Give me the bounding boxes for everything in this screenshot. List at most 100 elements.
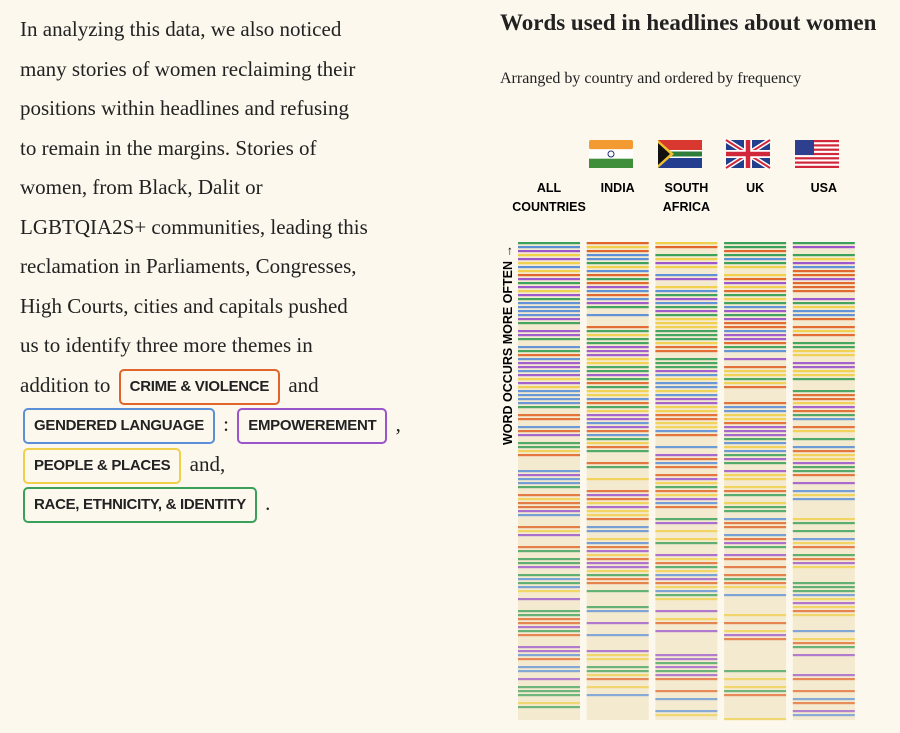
word-stripe xyxy=(792,490,855,493)
word-stripe xyxy=(518,574,580,577)
word-stripe xyxy=(586,694,649,697)
word-stripe xyxy=(792,482,855,485)
word-stripe xyxy=(792,498,855,501)
word-stripe xyxy=(655,618,718,621)
column-background xyxy=(724,242,787,720)
word-stripe xyxy=(586,538,649,541)
word-stripe xyxy=(792,278,855,281)
theme-tag: CRIME & VIOLENCE xyxy=(118,368,281,405)
word-stripe xyxy=(586,498,649,501)
word-stripe xyxy=(655,690,718,693)
word-stripe xyxy=(792,630,855,633)
word-stripe xyxy=(655,266,718,269)
word-stripe xyxy=(586,578,649,581)
word-stripe xyxy=(586,274,649,277)
word-stripe xyxy=(792,330,855,333)
word-stripe xyxy=(724,574,787,577)
word-stripe xyxy=(655,350,718,353)
word-stripe xyxy=(586,494,649,497)
word-stripe xyxy=(792,374,855,377)
word-stripe xyxy=(655,258,718,261)
word-stripe xyxy=(655,390,718,393)
article-text: In analyzing this data, we also noticed m… xyxy=(20,10,480,524)
word-stripe xyxy=(655,302,718,305)
word-stripe xyxy=(518,578,580,581)
word-stripe xyxy=(586,530,649,533)
word-stripe xyxy=(586,434,649,437)
word-stripe xyxy=(792,286,855,289)
word-stripe xyxy=(518,374,580,377)
word-stripe xyxy=(655,670,718,673)
word-stripe xyxy=(724,242,787,245)
word-stripe xyxy=(792,494,855,497)
word-stripe xyxy=(724,470,787,473)
word-stripe xyxy=(792,710,855,713)
word-stripe xyxy=(724,494,787,497)
word-stripe xyxy=(518,322,580,325)
word-stripe xyxy=(518,494,580,497)
word-stripe xyxy=(655,422,718,425)
word-stripe xyxy=(586,430,649,433)
word-stripe xyxy=(586,650,649,653)
word-stripe xyxy=(792,466,855,469)
word-stripe xyxy=(724,434,787,437)
word-stripe xyxy=(655,254,718,257)
word-stripe xyxy=(586,562,649,565)
word-stripe xyxy=(586,422,649,425)
word-stripe xyxy=(518,366,580,369)
word-stripe xyxy=(655,714,718,717)
word-stripe xyxy=(724,486,787,489)
word-stripe xyxy=(518,290,580,293)
word-stripe xyxy=(518,282,580,285)
word-stripe xyxy=(586,302,649,305)
word-stripe xyxy=(518,426,580,429)
word-stripe xyxy=(518,390,580,393)
word-stripe xyxy=(655,590,718,593)
word-stripe xyxy=(655,274,718,277)
word-stripe xyxy=(586,574,649,577)
word-stripe xyxy=(724,366,787,369)
word-stripe xyxy=(724,518,787,521)
word-stripe xyxy=(655,310,718,313)
word-stripe xyxy=(724,442,787,445)
axis-label: WORD OCCURS MORE OFTEN → xyxy=(501,245,515,445)
word-stripe xyxy=(518,614,580,617)
word-stripe xyxy=(518,534,580,537)
word-stripe xyxy=(518,622,580,625)
word-stripe xyxy=(655,522,718,525)
word-stripe xyxy=(518,338,580,341)
word-stripe xyxy=(655,486,718,489)
word-stripe xyxy=(724,510,787,513)
word-stripe xyxy=(724,418,787,421)
word-stripe xyxy=(586,570,649,573)
word-stripe xyxy=(724,378,787,381)
word-stripe xyxy=(655,242,718,245)
word-stripe xyxy=(518,586,580,589)
word-stripe xyxy=(724,578,787,581)
word-stripe xyxy=(586,610,649,613)
word-stripe xyxy=(792,290,855,293)
word-stripe xyxy=(518,254,580,257)
word-stripe xyxy=(518,670,580,673)
word-stripe xyxy=(724,566,787,569)
word-stripe xyxy=(586,386,649,389)
word-stripe xyxy=(586,338,649,341)
word-stripe xyxy=(518,246,580,249)
word-stripe xyxy=(724,254,787,257)
word-stripe xyxy=(586,450,649,453)
flag-india xyxy=(589,140,633,168)
word-stripe xyxy=(792,594,855,597)
word-stripe xyxy=(655,662,718,665)
word-stripe xyxy=(724,310,787,313)
word-stripe xyxy=(724,622,787,625)
word-stripe xyxy=(792,542,855,545)
word-stripe xyxy=(655,430,718,433)
word-stripe xyxy=(655,426,718,429)
word-stripe xyxy=(518,558,580,561)
column-label: INDIA xyxy=(601,181,635,195)
word-stripe xyxy=(586,346,649,349)
word-stripe xyxy=(792,390,855,393)
word-stripe xyxy=(586,518,649,521)
word-stripe xyxy=(792,654,855,657)
word-stripe xyxy=(724,450,787,453)
